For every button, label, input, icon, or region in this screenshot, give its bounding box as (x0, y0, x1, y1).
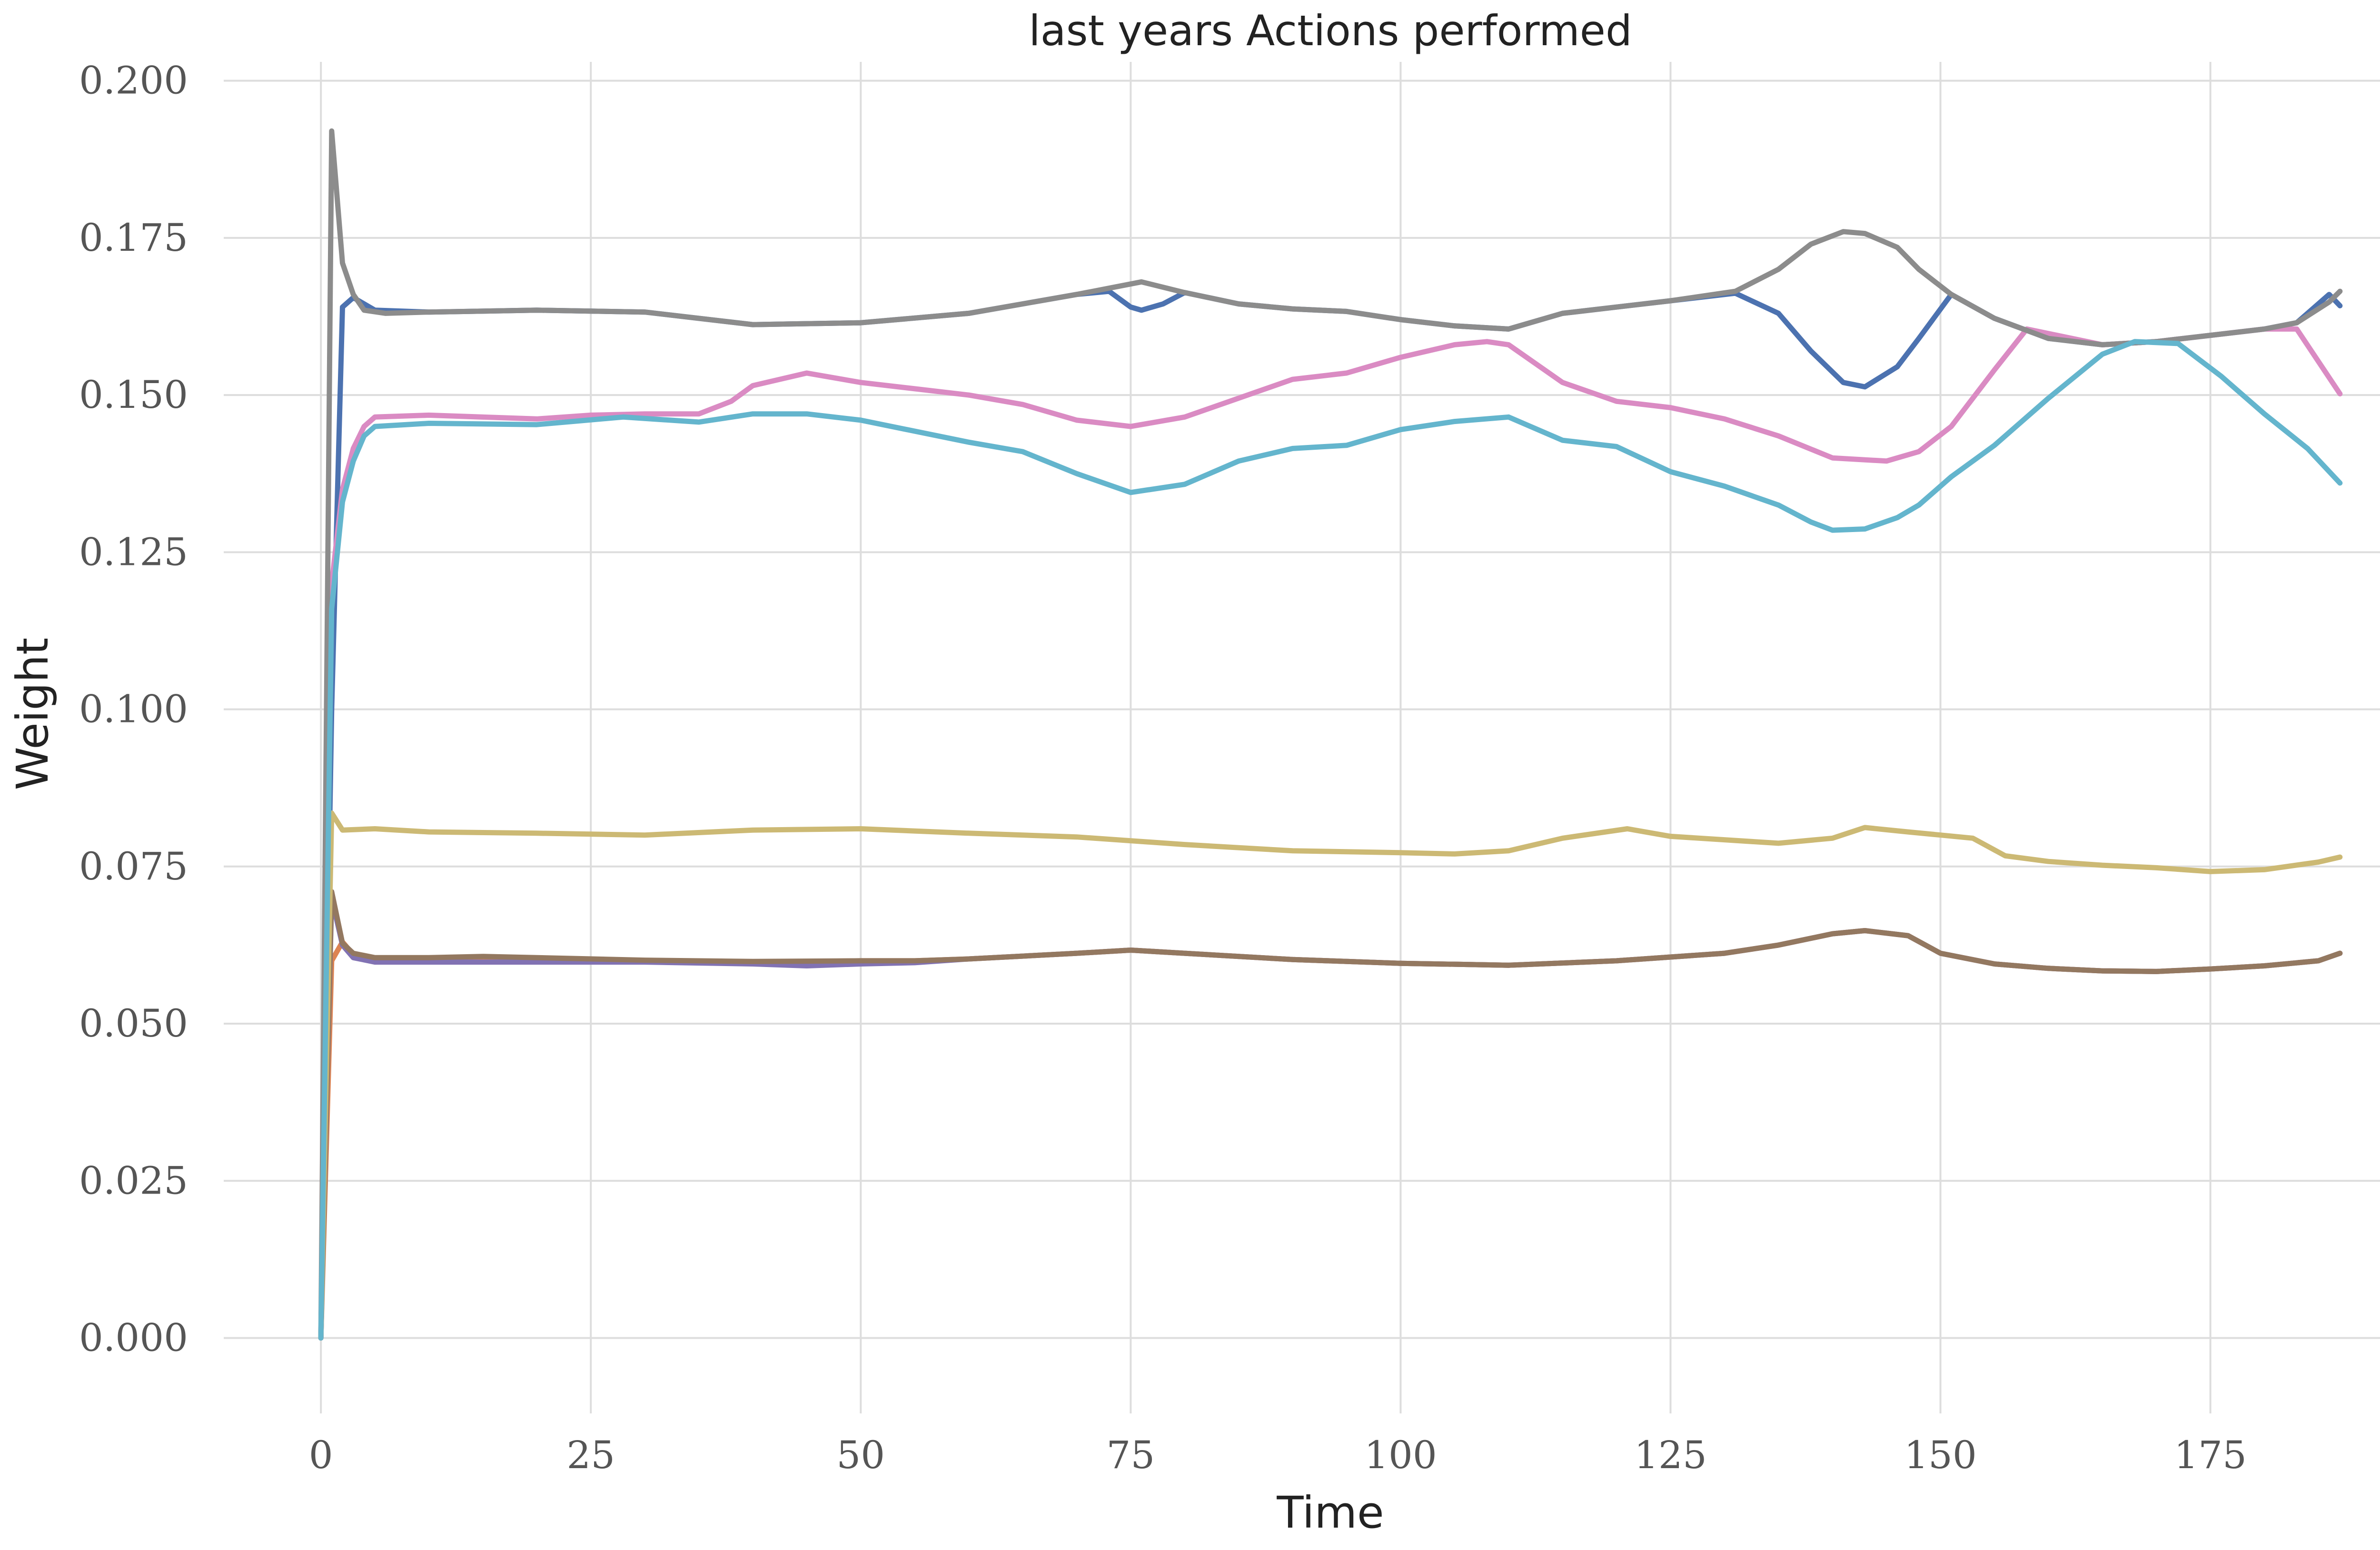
x-tick-label: 100 (1364, 1433, 1437, 1477)
chart-title: last years Actions performed (1029, 6, 1632, 55)
y-gridlines (224, 79, 2380, 1339)
y-tick-label: 0.200 (79, 59, 188, 103)
x-axis-label: Time (1276, 1487, 1384, 1538)
x-tick-label: 175 (2174, 1433, 2247, 1477)
x-gridlines (320, 62, 2211, 1413)
series-line-6 (318, 128, 2343, 1341)
y-axis-label: Weight (7, 638, 58, 790)
y-tick-label: 0.175 (79, 216, 188, 260)
y-tick-label: 0.125 (79, 530, 188, 574)
series-line-3 (318, 895, 2343, 1341)
series-lines (318, 128, 2343, 1341)
series-line-5 (318, 326, 2343, 1341)
series-line-4 (318, 889, 2343, 1341)
y-tick-label: 0.150 (79, 373, 188, 417)
x-tick-labels: 0 25 50 75 100 125 150 175 (309, 1433, 2247, 1477)
y-tick-label: 0.100 (79, 687, 188, 731)
y-tick-label: 0.050 (79, 1001, 188, 1046)
x-tick-label: 75 (1106, 1433, 1155, 1477)
series-line-8 (318, 339, 2343, 1341)
y-tick-label: 0.025 (79, 1158, 188, 1203)
y-tick-label: 0.000 (79, 1315, 188, 1360)
x-tick-label: 25 (566, 1433, 615, 1477)
y-tick-labels: 0.000 0.025 0.050 0.075 0.100 0.125 0.150 0.175… (79, 59, 188, 1360)
y-tick-label: 0.075 (79, 844, 188, 889)
series-line-7 (318, 810, 2343, 1341)
x-tick-label: 150 (1904, 1433, 1977, 1477)
x-tick-label: 50 (836, 1433, 885, 1477)
series-line-2 (318, 928, 2343, 1341)
x-tick-label: 125 (1634, 1433, 1707, 1477)
x-tick-label: 0 (309, 1433, 333, 1477)
